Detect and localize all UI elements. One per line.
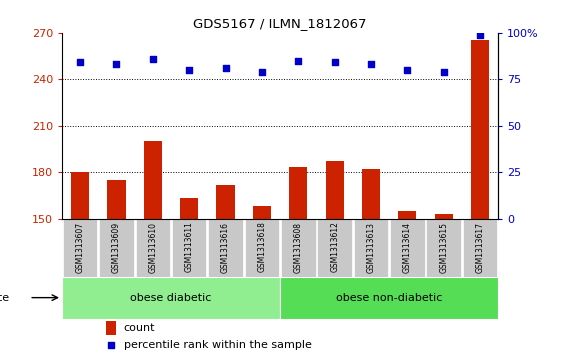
- Title: GDS5167 / ILMN_1812067: GDS5167 / ILMN_1812067: [193, 17, 367, 30]
- Bar: [471, 40, 489, 219]
- Text: GSM1313612: GSM1313612: [330, 221, 339, 272]
- Bar: [216, 184, 235, 219]
- Bar: [435, 214, 453, 219]
- Text: GSM1313614: GSM1313614: [403, 221, 412, 273]
- Text: GSM1313611: GSM1313611: [185, 221, 194, 272]
- Bar: [106, 321, 117, 335]
- Point: [330, 60, 339, 65]
- Text: GSM1313618: GSM1313618: [257, 221, 266, 272]
- Point: [185, 67, 194, 73]
- Bar: [62, 277, 280, 319]
- Bar: [398, 211, 417, 219]
- Point: [476, 32, 485, 37]
- Text: GSM1313613: GSM1313613: [367, 221, 376, 273]
- Text: GSM1313615: GSM1313615: [439, 221, 448, 273]
- Text: count: count: [124, 323, 155, 333]
- Text: GSM1313610: GSM1313610: [148, 221, 157, 273]
- Point: [403, 67, 412, 73]
- Point: [367, 61, 376, 67]
- Bar: [289, 167, 307, 219]
- Bar: [325, 161, 344, 219]
- FancyBboxPatch shape: [99, 219, 134, 277]
- Point: [148, 56, 157, 62]
- Point: [112, 61, 121, 67]
- FancyBboxPatch shape: [136, 219, 170, 277]
- Bar: [144, 141, 162, 219]
- FancyBboxPatch shape: [208, 219, 243, 277]
- Text: GSM1313608: GSM1313608: [294, 221, 303, 273]
- FancyBboxPatch shape: [281, 219, 315, 277]
- FancyBboxPatch shape: [63, 219, 97, 277]
- Bar: [108, 180, 126, 219]
- Point: [221, 65, 230, 71]
- Text: GSM1313609: GSM1313609: [112, 221, 121, 273]
- Bar: [362, 169, 380, 219]
- Text: GSM1313617: GSM1313617: [476, 221, 485, 273]
- Text: GSM1313616: GSM1313616: [221, 221, 230, 273]
- Text: obese diabetic: obese diabetic: [130, 293, 212, 303]
- FancyBboxPatch shape: [354, 219, 388, 277]
- Text: GSM1313607: GSM1313607: [75, 221, 84, 273]
- Bar: [180, 199, 198, 219]
- FancyBboxPatch shape: [390, 219, 425, 277]
- FancyBboxPatch shape: [172, 219, 207, 277]
- FancyBboxPatch shape: [245, 219, 279, 277]
- Bar: [253, 206, 271, 219]
- FancyBboxPatch shape: [463, 219, 497, 277]
- Text: percentile rank within the sample: percentile rank within the sample: [124, 340, 311, 350]
- Bar: [280, 277, 498, 319]
- Text: obese non-diabetic: obese non-diabetic: [336, 293, 443, 303]
- Point: [439, 69, 448, 75]
- Point: [106, 342, 115, 348]
- FancyBboxPatch shape: [426, 219, 461, 277]
- Point: [75, 60, 84, 65]
- Point: [257, 69, 266, 75]
- FancyBboxPatch shape: [318, 219, 352, 277]
- Point: [294, 58, 303, 64]
- Bar: [71, 172, 89, 219]
- Text: disease state: disease state: [0, 293, 9, 303]
